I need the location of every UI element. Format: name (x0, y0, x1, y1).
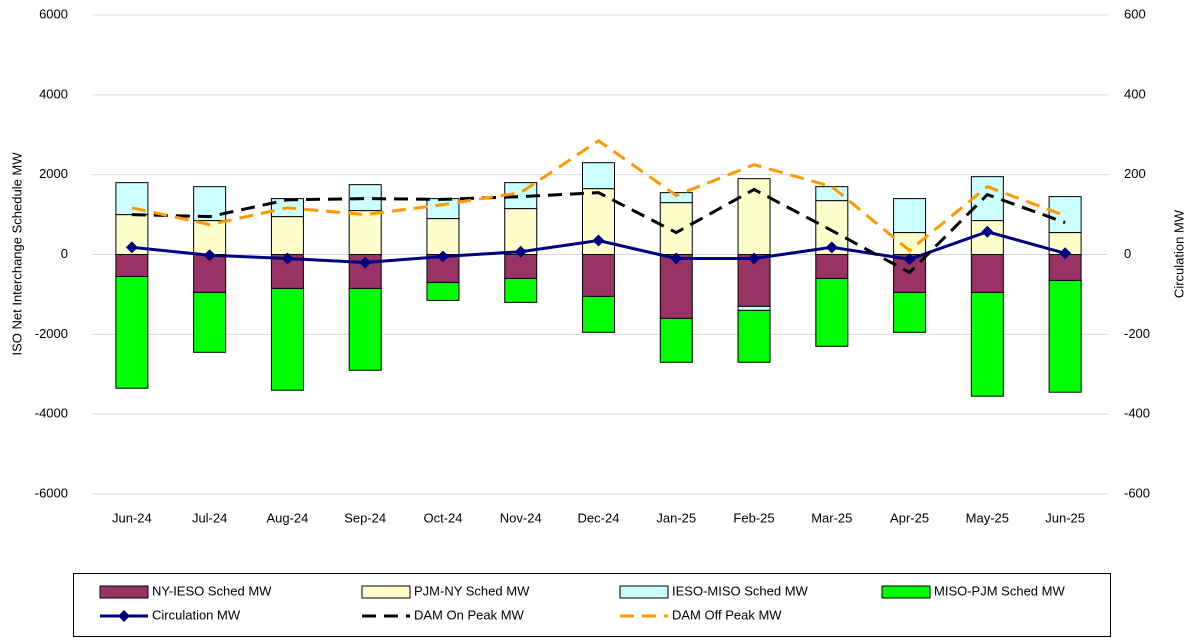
bar-segment (737, 305, 771, 311)
x-tick-label: Jun-25 (1045, 510, 1085, 525)
legend-label: Circulation MW (152, 607, 241, 622)
y-tick-label: -6000 (35, 485, 68, 500)
y2-tick-label: -200 (1124, 326, 1150, 341)
x-tick-label: Mar-25 (811, 510, 852, 525)
bar-segment (193, 291, 227, 353)
bar-segment (893, 291, 927, 333)
legend-swatch (99, 585, 149, 599)
y2-tick-label: 200 (1124, 166, 1146, 181)
bar-segment (893, 198, 927, 234)
line-marker (1059, 247, 1072, 260)
bar-segment (582, 254, 615, 297)
line-marker (203, 249, 216, 262)
bar-segment (115, 275, 149, 389)
line-marker (748, 252, 761, 265)
bar-segment (426, 218, 460, 255)
y2-tick-label: 600 (1124, 6, 1146, 21)
x-tick-label: Jan-25 (656, 510, 696, 525)
bar-segment (737, 309, 771, 363)
bar-segment (659, 317, 693, 363)
legend-box (73, 573, 1111, 637)
y2-tick-label: -400 (1124, 406, 1150, 421)
line-series (131, 187, 1066, 275)
line-marker (592, 234, 605, 247)
line-marker (981, 225, 994, 238)
legend-label: DAM On Peak MW (414, 607, 525, 622)
bar-segment (659, 192, 693, 204)
y2-tick-label: -600 (1124, 485, 1150, 500)
legend-label: DAM Off Peak MW (672, 607, 782, 622)
line-marker (359, 256, 372, 269)
line-marker (125, 241, 138, 254)
bar-segment (815, 254, 849, 279)
line-marker (436, 250, 449, 263)
legend-swatch (881, 585, 931, 599)
bar-segment (1048, 196, 1082, 234)
bar-segment (270, 287, 304, 391)
x-tick-label: Jun-24 (112, 510, 152, 525)
line-marker (281, 252, 294, 265)
x-tick-label: Sep-24 (344, 510, 386, 525)
bar-segment (815, 277, 849, 347)
line-series (131, 138, 1066, 253)
bar-segment (1048, 279, 1082, 393)
y-tick-label: 2000 (39, 166, 68, 181)
x-tick-label: Feb-25 (733, 510, 774, 525)
y2-axis-title: Circulation MW (1171, 209, 1186, 298)
bar-segment (582, 295, 615, 333)
bar-segment (970, 254, 1004, 293)
legend-label: PJM-NY Sched MW (414, 583, 530, 598)
y-tick-label: 6000 (39, 6, 68, 21)
line-marker (670, 252, 683, 265)
bar-segment (348, 210, 382, 255)
bar-segment (426, 281, 460, 301)
line-marker (825, 241, 838, 254)
bar-segment (582, 162, 615, 190)
x-tick-label: May-25 (966, 510, 1009, 525)
x-tick-label: Jul-24 (192, 510, 227, 525)
bar-segment (970, 176, 1004, 222)
y2-tick-label: 0 (1124, 246, 1131, 261)
x-tick-label: Aug-24 (266, 510, 308, 525)
bar-segment (115, 254, 149, 277)
y-tick-label: -2000 (35, 326, 68, 341)
bar-segment (815, 186, 849, 202)
bar-segment (970, 291, 1004, 397)
bar-segment (270, 216, 304, 255)
y-tick-label: -4000 (35, 406, 68, 421)
y2-tick-label: 400 (1124, 86, 1146, 101)
legend-label: NY-IESO Sched MW (152, 583, 272, 598)
legend-label: MISO-PJM Sched MW (934, 583, 1065, 598)
x-tick-label: Apr-25 (890, 510, 929, 525)
x-tick-label: Oct-24 (423, 510, 462, 525)
bar-segment (348, 287, 382, 371)
line-marker (514, 245, 527, 258)
legend-swatch (619, 585, 669, 599)
bar-segment (504, 277, 538, 303)
legend-swatch (361, 585, 411, 599)
legend-marker (118, 610, 130, 622)
bar-segment (659, 254, 693, 319)
legend-label: IESO-MISO Sched MW (672, 583, 809, 598)
y-tick-label: 0 (61, 246, 68, 261)
y-axis-title: ISO Net Interchange Schedule MW (9, 152, 24, 356)
bar-segment (659, 202, 693, 256)
x-tick-label: Dec-24 (578, 510, 620, 525)
bar-segment (504, 254, 538, 279)
y-tick-label: 4000 (39, 86, 68, 101)
bar-segment (426, 198, 460, 220)
line-marker (903, 253, 916, 266)
x-tick-label: Nov-24 (500, 510, 542, 525)
